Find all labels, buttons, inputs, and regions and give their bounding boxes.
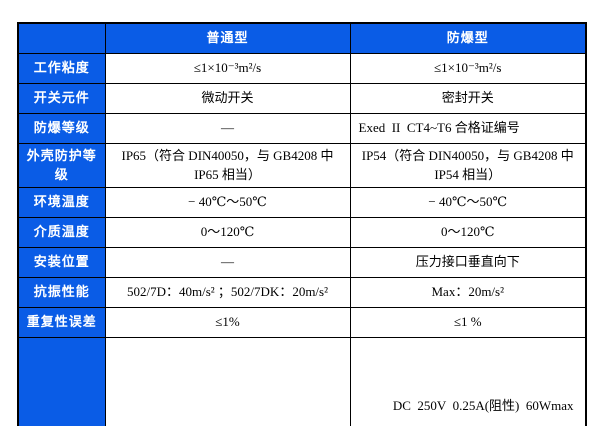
cell-explosion: ≤1×10⁻³m²/s	[349, 53, 587, 84]
row-label: 重复性误差	[17, 307, 106, 338]
cell-explosion: 压力接口垂直向下	[349, 247, 587, 278]
contact-capacity-dc-line: DC 250V 0.25A(阻性) 60Wmax	[392, 397, 574, 413]
table-row-switch-element: 开关元件 微动开关 密封开关	[17, 83, 587, 114]
cell-explosion: ≤1 %	[349, 307, 587, 338]
table-row-mounting-position: 安装位置 — 压力接口垂直向下	[17, 247, 587, 278]
table-row-ambient-temperature: 环境温度 − 40℃～50℃ − 40℃～50℃	[17, 187, 587, 218]
cell-normal: 0～120℃	[104, 217, 351, 248]
row-label: 外壳防护等级	[17, 143, 106, 188]
header-corner-cell	[17, 22, 106, 54]
row-label: 工作粘度	[17, 53, 106, 84]
row-label: 环境温度	[17, 187, 106, 218]
row-label: 安装位置	[17, 247, 106, 278]
spec-table: 普通型 防爆型 工作粘度 ≤1×10⁻³m²/s ≤1×10⁻³m²/s 开关元…	[17, 22, 587, 426]
row-label: 介质温度	[17, 217, 106, 248]
row-label: 抗振性能	[17, 277, 106, 308]
cell-normal: AC 220V 6A(阻性)	[104, 337, 351, 426]
cell-explosion: Max：20m/s²	[349, 277, 587, 308]
cell-normal: 502/7D：40m/s² ；502/7DK：20m/s²	[104, 277, 351, 308]
row-label: 触点容量	[17, 337, 106, 426]
cell-explosion: DC 250V 0.25A(阻性) 60Wmax AC 250V 5A(阻性) …	[349, 337, 587, 426]
table-header-row: 普通型 防爆型	[17, 22, 587, 54]
header-normal-type: 普通型	[104, 22, 351, 54]
table-row-medium-temperature: 介质温度 0～120℃ 0～120℃	[17, 217, 587, 248]
table-row-working-viscosity: 工作粘度 ≤1×10⁻³m²/s ≤1×10⁻³m²/s	[17, 53, 587, 84]
cell-normal: 微动开关	[104, 83, 351, 114]
row-label: 防爆等级	[17, 113, 106, 144]
cell-normal: —	[104, 247, 351, 278]
cell-normal: —	[104, 113, 351, 144]
cell-explosion: 密封开关	[349, 83, 587, 114]
cell-explosion: IP54（符合 DIN40050，与 GB4208 中 IP54 相当）	[349, 143, 587, 188]
table-row-contact-capacity: 触点容量 AC 220V 6A(阻性) DC 250V 0.25A(阻性) 60…	[17, 337, 587, 426]
cell-normal: ≤1×10⁻³m²/s	[104, 53, 351, 84]
table-row-explosion-proof-grade: 防爆等级 — Exed II CT4~T6 合格证编号	[17, 113, 587, 144]
cell-normal: IP65（符合 DIN40050，与 GB4208 中 IP65 相当）	[104, 143, 351, 188]
header-explosion-proof-type: 防爆型	[349, 22, 587, 54]
cell-explosion: Exed II CT4~T6 合格证编号	[349, 113, 587, 144]
table-row-enclosure-protection: 外壳防护等级 IP65（符合 DIN40050，与 GB4208 中 IP65 …	[17, 143, 587, 188]
contact-capacity-explosion-values: DC 250V 0.25A(阻性) 60Wmax AC 250V 5A(阻性) …	[393, 359, 575, 426]
cell-normal: ≤1%	[104, 307, 351, 338]
cell-explosion: 0～120℃	[349, 217, 587, 248]
table-row-vibration-resistance: 抗振性能 502/7D：40m/s² ；502/7DK：20m/s² Max：2…	[17, 277, 587, 308]
cell-normal: − 40℃～50℃	[104, 187, 351, 218]
cell-explosion: − 40℃～50℃	[349, 187, 587, 218]
row-label: 开关元件	[17, 83, 106, 114]
table-row-repeatability-error: 重复性误差 ≤1% ≤1 %	[17, 307, 587, 338]
